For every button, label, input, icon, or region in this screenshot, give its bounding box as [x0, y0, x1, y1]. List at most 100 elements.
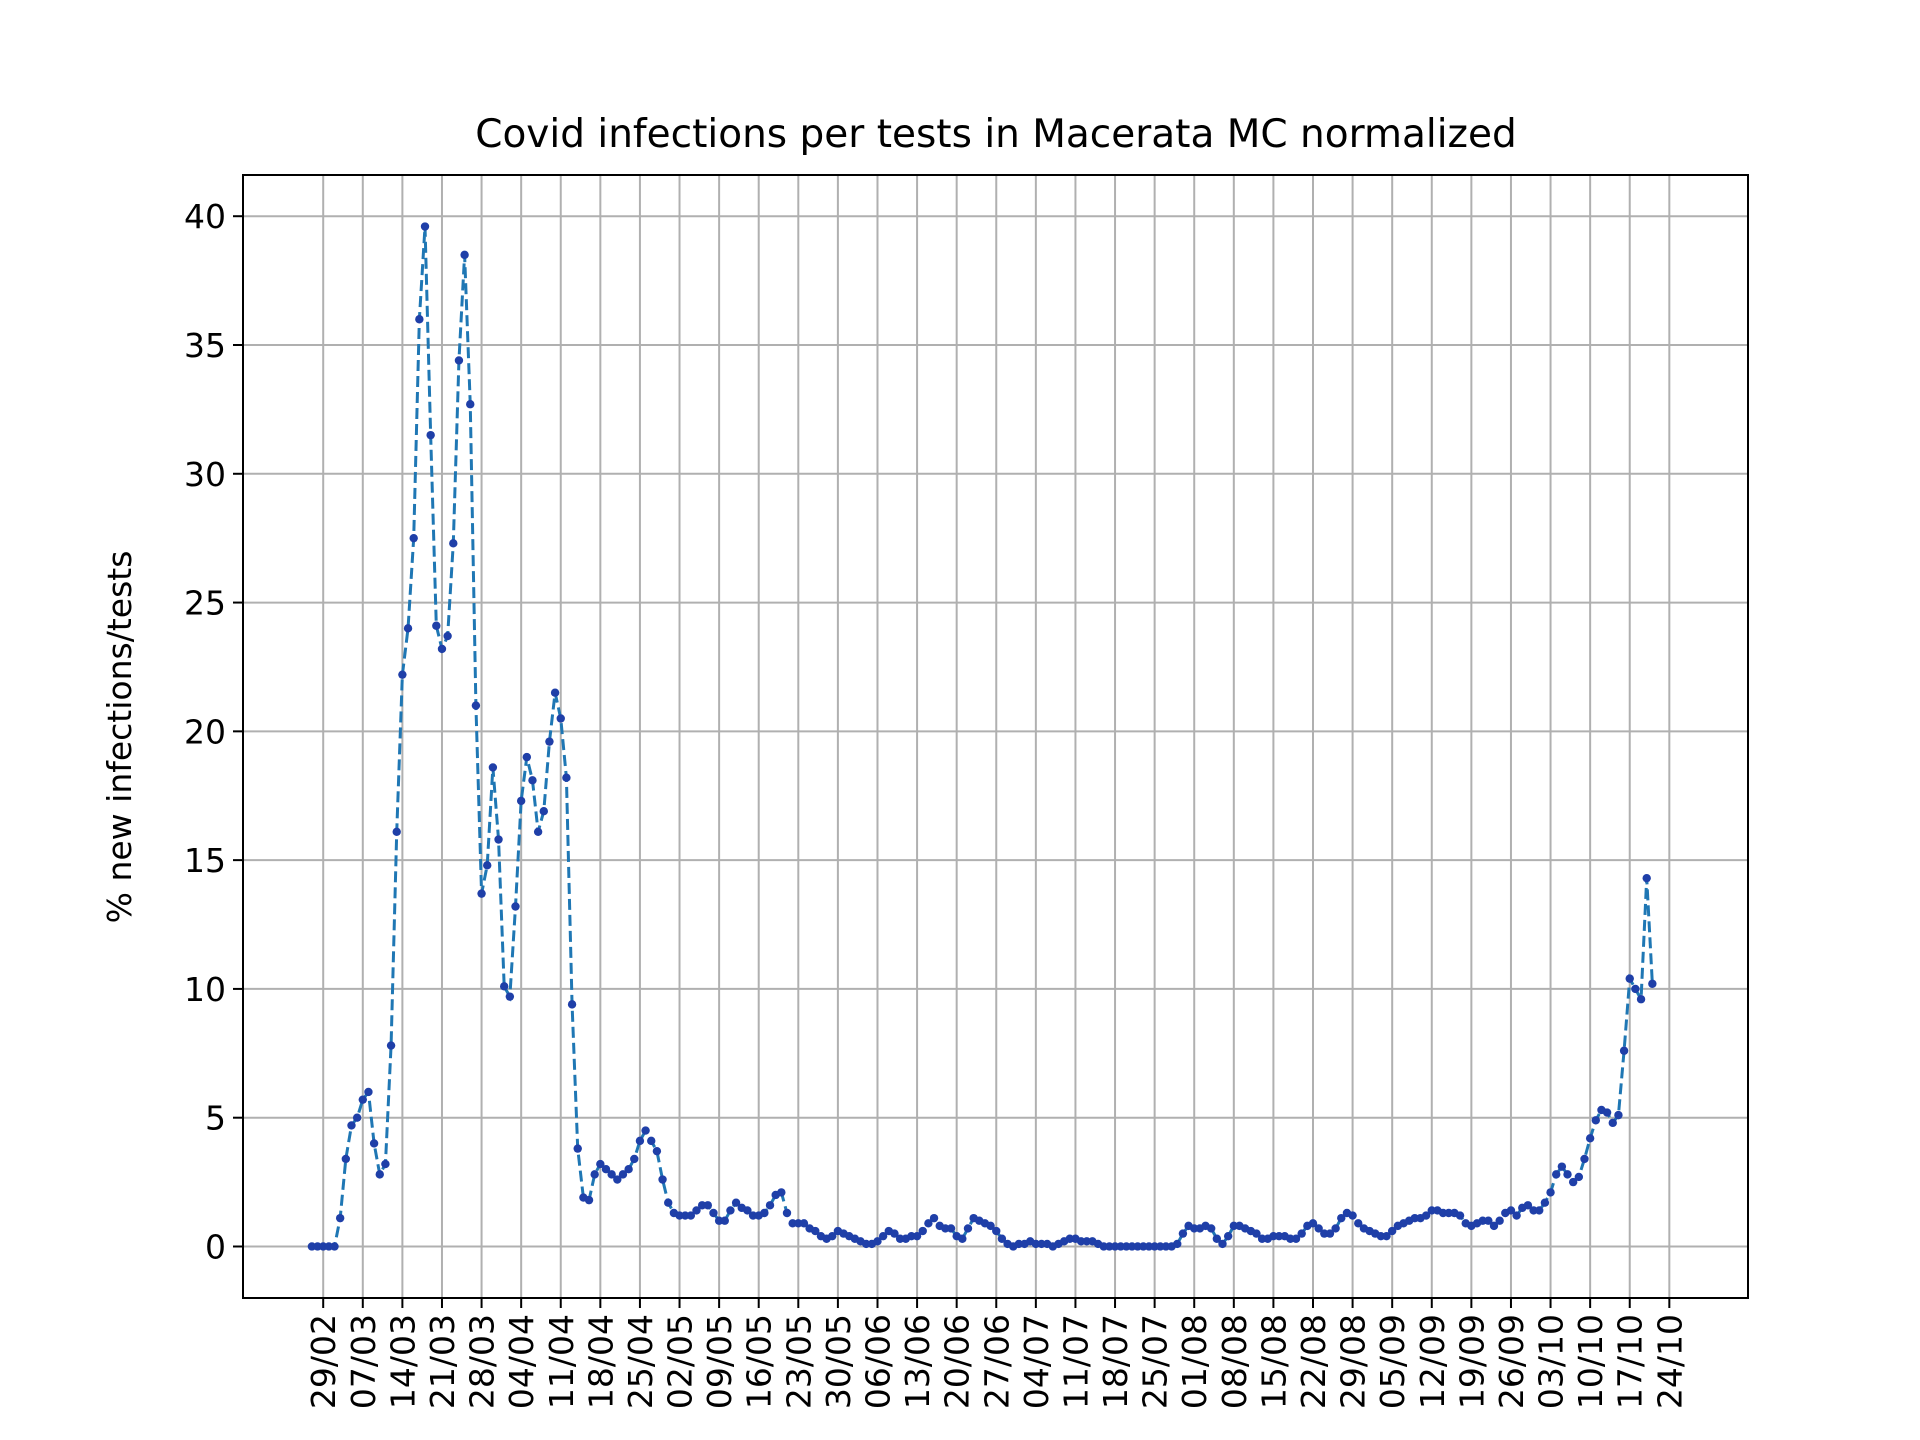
data-point — [358, 1095, 367, 1104]
data-point — [1325, 1229, 1335, 1238]
data-point — [1642, 873, 1651, 883]
x-tick-label: 08/08 — [1215, 1314, 1254, 1409]
data-point — [369, 1139, 379, 1148]
data-point — [1631, 984, 1640, 994]
data-point — [550, 688, 560, 697]
data-point — [1608, 1118, 1617, 1128]
data-point — [777, 1188, 786, 1197]
data-point — [828, 1231, 837, 1241]
x-tick-label: 10/10 — [1571, 1314, 1610, 1409]
data-point — [471, 701, 481, 710]
data-point — [499, 982, 509, 991]
data-point — [1557, 1162, 1567, 1171]
x-tick-label: 30/05 — [819, 1314, 858, 1409]
data-point — [1574, 1172, 1584, 1182]
data-point — [1523, 1201, 1533, 1210]
data-point — [483, 861, 492, 870]
series-group — [307, 222, 1657, 1251]
x-tick-label: 12/09 — [1413, 1314, 1452, 1409]
x-tick-label: 14/03 — [383, 1314, 422, 1409]
x-tick-label: 19/09 — [1452, 1314, 1491, 1409]
y-tick-label: 15 — [184, 841, 226, 880]
data-point — [986, 1221, 995, 1231]
x-tick-label: 15/08 — [1254, 1314, 1293, 1409]
y-tick-label: 0 — [205, 1227, 226, 1266]
data-point — [918, 1226, 927, 1236]
data-point — [1173, 1239, 1182, 1249]
data-point — [664, 1198, 673, 1207]
data-point — [545, 737, 554, 746]
data-point — [630, 1154, 639, 1164]
data-point — [1387, 1226, 1397, 1236]
data-point — [601, 1165, 611, 1174]
data-point — [946, 1224, 956, 1233]
x-tick-label: 29/02 — [304, 1314, 343, 1409]
data-point — [460, 250, 469, 260]
data-point — [1308, 1219, 1318, 1228]
data-point — [420, 222, 430, 231]
x-tick-label: 05/09 — [1373, 1314, 1412, 1409]
data-point — [1382, 1231, 1391, 1241]
data-point — [641, 1126, 650, 1135]
x-tick-label: 22/08 — [1294, 1314, 1333, 1409]
x-tick-label: 24/10 — [1650, 1314, 1689, 1409]
y-tick-label: 20 — [184, 712, 226, 751]
data-point — [652, 1146, 662, 1156]
data-point — [878, 1231, 888, 1241]
x-tick-label: 29/08 — [1334, 1314, 1373, 1409]
data-point — [1625, 974, 1634, 983]
data-point — [760, 1208, 769, 1218]
data-point — [1512, 1211, 1521, 1220]
data-point — [590, 1170, 599, 1179]
data-point — [347, 1121, 356, 1130]
data-point — [703, 1201, 713, 1210]
x-tick-label: 18/04 — [581, 1314, 620, 1409]
x-tick-label: 28/03 — [463, 1314, 502, 1409]
x-tick-label: 11/04 — [542, 1314, 581, 1409]
y-axis-label: % new infections/tests — [100, 551, 139, 924]
data-point — [1535, 1206, 1544, 1215]
y-axis-ticks: 0 5 10 15 20 25 30 35 40 — [184, 197, 243, 1266]
data-point — [607, 1170, 616, 1179]
x-tick-label: 27/06 — [977, 1314, 1016, 1409]
data-point — [765, 1201, 775, 1210]
x-tick-label: 21/03 — [423, 1314, 462, 1409]
data-point — [1602, 1108, 1612, 1117]
data-point — [573, 1144, 582, 1153]
x-tick-label: 11/07 — [1056, 1314, 1095, 1409]
data-point — [997, 1234, 1007, 1243]
data-point — [1297, 1229, 1306, 1238]
y-tick-label: 5 — [205, 1099, 226, 1138]
data-point — [516, 796, 526, 806]
data-point — [466, 400, 475, 409]
data-point — [992, 1226, 1001, 1236]
data-point — [709, 1208, 718, 1218]
x-tick-label: 04/04 — [502, 1314, 541, 1409]
data-point — [562, 773, 571, 782]
data-point — [1218, 1239, 1227, 1249]
gridlines — [243, 175, 1748, 1298]
data-point — [924, 1219, 933, 1228]
y-tick-label: 30 — [184, 455, 226, 494]
x-tick-label: 07/03 — [344, 1314, 383, 1409]
x-tick-label: 23/05 — [779, 1314, 818, 1409]
data-point — [647, 1136, 656, 1146]
x-tick-label: 25/07 — [1136, 1314, 1175, 1409]
data-point — [449, 539, 458, 548]
x-tick-label: 18/07 — [1096, 1314, 1135, 1409]
data-point — [426, 430, 435, 440]
x-tick-label: 13/06 — [898, 1314, 937, 1409]
data-point — [528, 776, 537, 785]
x-tick-label: 04/07 — [1017, 1314, 1056, 1409]
data-point — [567, 1000, 577, 1009]
data-point — [539, 806, 548, 816]
x-tick-label: 20/06 — [938, 1314, 977, 1409]
y-tick-label: 40 — [184, 197, 226, 236]
data-point — [1314, 1224, 1323, 1233]
data-point — [618, 1170, 628, 1179]
data-point — [811, 1226, 820, 1236]
data-point — [415, 315, 424, 324]
data-point — [1636, 995, 1646, 1004]
data-point — [624, 1165, 633, 1174]
